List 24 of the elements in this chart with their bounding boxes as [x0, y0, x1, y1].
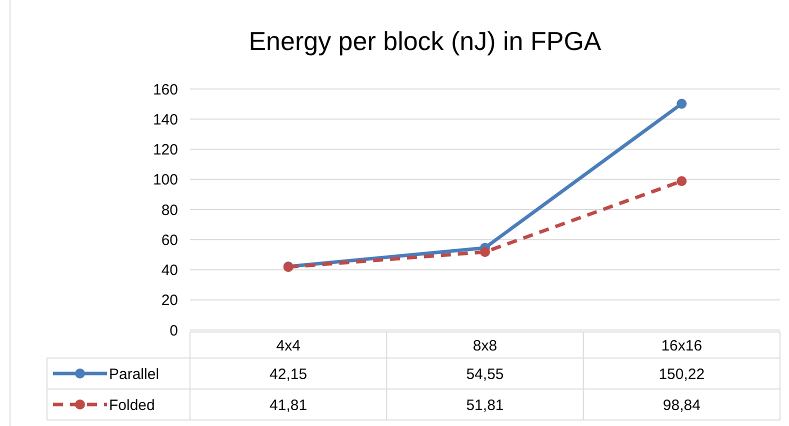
y-tick-label: 0 — [170, 322, 178, 340]
y-tick-label: 120 — [152, 142, 178, 158]
data-label: 41,81 — [270, 396, 308, 414]
point — [676, 98, 687, 109]
y-tick-label: 100 — [152, 172, 178, 189]
x-tick-label: 16x16 — [661, 337, 702, 354]
y-tick-label: 60 — [161, 232, 178, 249]
data-label: 54,55 — [466, 366, 504, 383]
point — [676, 176, 687, 186]
y-tick-label: 20 — [161, 292, 178, 310]
data-label: 150,22 — [658, 366, 705, 383]
x-tick-label: 4x4 — [276, 337, 300, 354]
legend-label: Parallel — [109, 366, 160, 383]
y-tick-label: 80 — [161, 202, 178, 219]
data-label: 98,84 — [662, 396, 700, 414]
data-label: 42,15 — [270, 366, 308, 383]
point — [480, 246, 490, 257]
data-label: 51,81 — [466, 396, 504, 414]
y-tick-label: 40 — [161, 262, 178, 279]
chart-title: Energy per block (nJ) in FPGA — [248, 26, 602, 56]
y-tick-label: 140 — [152, 111, 178, 128]
x-tick-label: 8x8 — [472, 337, 498, 354]
legend-label: Folded — [109, 396, 155, 414]
y-tick-label: 160 — [152, 81, 178, 98]
